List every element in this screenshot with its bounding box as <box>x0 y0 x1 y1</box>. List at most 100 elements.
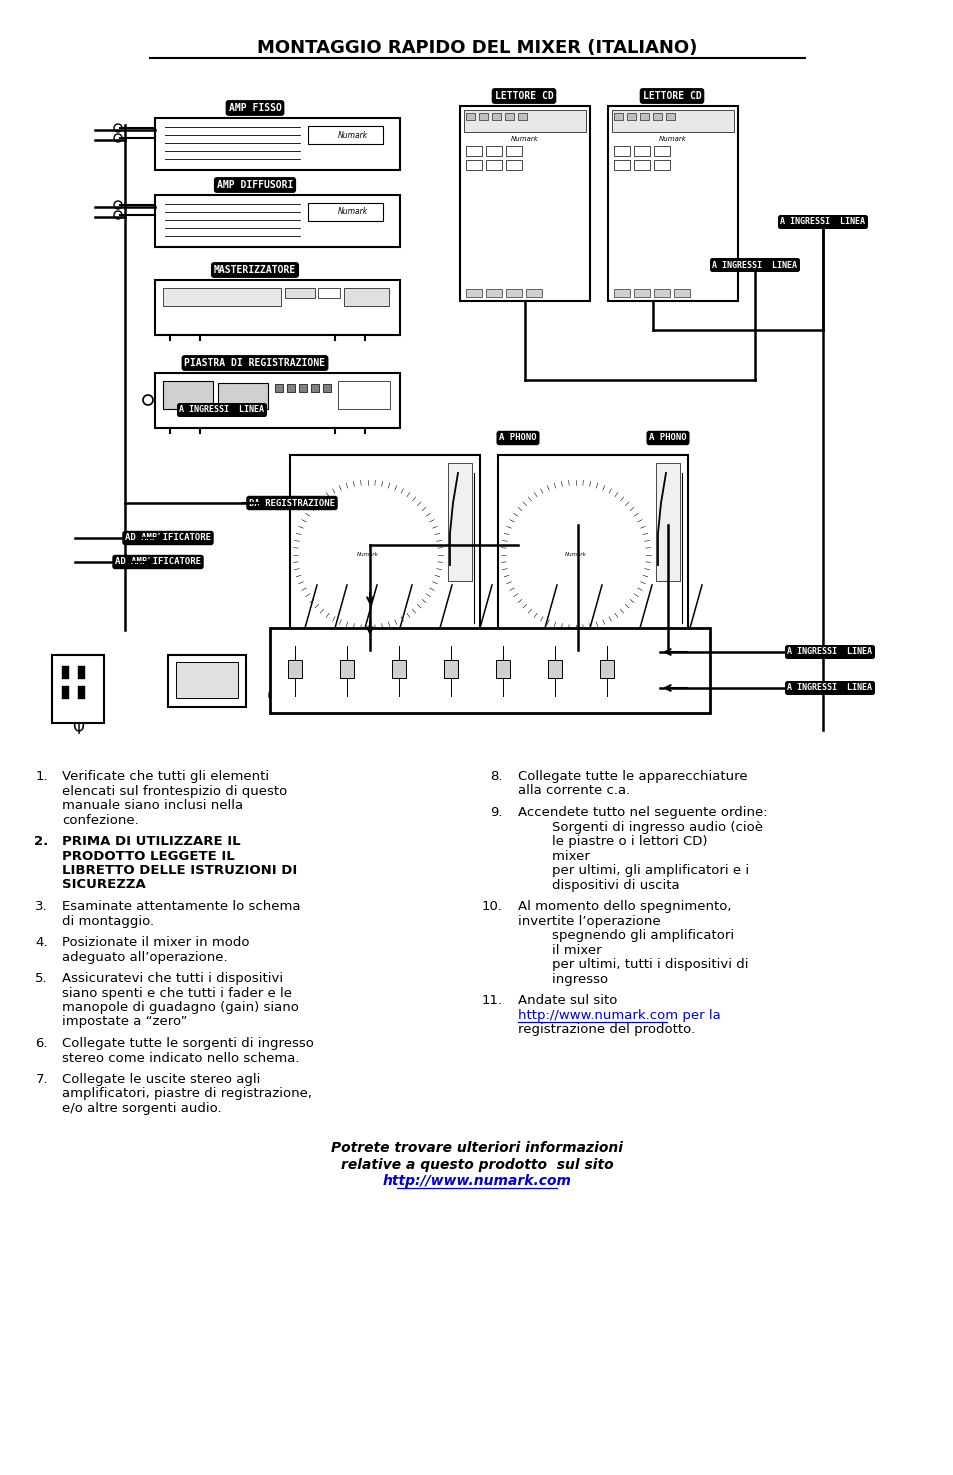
Text: 5.: 5. <box>35 972 48 985</box>
Bar <box>308 125 382 145</box>
Circle shape <box>364 633 374 643</box>
Bar <box>463 111 585 131</box>
Bar <box>290 454 479 650</box>
Text: 4.: 4. <box>35 937 48 948</box>
Bar <box>344 288 389 305</box>
Bar <box>634 146 649 156</box>
Bar <box>317 637 335 645</box>
Text: Accendete tutto nel seguente ordine:: Accendete tutto nel seguente ordine: <box>517 805 767 819</box>
Text: Numark: Numark <box>511 136 538 142</box>
Bar <box>547 637 565 645</box>
Text: ingresso: ingresso <box>517 972 607 985</box>
Circle shape <box>616 633 625 643</box>
Text: AD AMPLIFICATORE: AD AMPLIFICATORE <box>115 558 201 566</box>
Bar <box>505 159 521 170</box>
Circle shape <box>350 690 357 699</box>
Bar <box>311 384 318 392</box>
Bar <box>525 637 543 645</box>
Bar <box>517 114 526 119</box>
Bar <box>317 288 339 298</box>
Bar <box>154 195 399 246</box>
Bar <box>639 114 648 119</box>
Circle shape <box>280 633 290 643</box>
Text: Esaminate attentamente lo schema: Esaminate attentamente lo schema <box>62 900 300 913</box>
Circle shape <box>314 137 329 150</box>
Circle shape <box>345 686 363 704</box>
Bar <box>218 384 268 409</box>
Circle shape <box>539 690 547 699</box>
Text: AMP FISSO: AMP FISSO <box>229 103 281 114</box>
Circle shape <box>274 690 282 699</box>
Bar <box>459 106 589 301</box>
Bar <box>361 637 379 645</box>
Text: MASTERIZZATORE: MASTERIZZATORE <box>213 266 295 274</box>
Bar <box>270 628 709 712</box>
Circle shape <box>420 686 438 704</box>
Bar <box>654 146 669 156</box>
Bar <box>448 463 472 581</box>
Circle shape <box>633 195 712 274</box>
Bar <box>274 384 283 392</box>
Circle shape <box>269 686 287 704</box>
Text: 1.: 1. <box>35 770 48 783</box>
Circle shape <box>448 633 457 643</box>
Bar <box>465 289 481 296</box>
Bar <box>337 381 390 409</box>
Bar <box>656 463 679 581</box>
Text: amplificatori, piastre di registrazione,: amplificatori, piastre di registrazione, <box>62 1087 312 1100</box>
Circle shape <box>113 211 122 218</box>
Text: adeguato all’operazione.: adeguato all’operazione. <box>62 950 228 963</box>
Text: Assicuratevi che tutti i dispositivi: Assicuratevi che tutti i dispositivi <box>62 972 283 985</box>
Text: 8.: 8. <box>490 770 502 783</box>
Text: elencati sul frontespizio di questo: elencati sul frontespizio di questo <box>62 785 287 798</box>
Bar <box>62 667 69 678</box>
Circle shape <box>501 690 510 699</box>
Bar <box>607 106 738 301</box>
Text: manopole di guadagno (gain) siano: manopole di guadagno (gain) siano <box>62 1002 298 1013</box>
Circle shape <box>666 229 679 240</box>
Text: dispositivi di uscita: dispositivi di uscita <box>517 879 679 891</box>
Text: Collegate tutte le apparecchiature: Collegate tutte le apparecchiature <box>517 770 747 783</box>
Text: LIBRETTO DELLE ISTRUZIONI DI: LIBRETTO DELLE ISTRUZIONI DI <box>62 864 297 878</box>
Circle shape <box>113 134 122 142</box>
Bar <box>323 384 331 392</box>
Bar <box>52 655 104 723</box>
Bar <box>154 280 399 335</box>
Text: Verificate che tutti gli elementi: Verificate che tutti gli elementi <box>62 770 269 783</box>
Circle shape <box>518 229 531 240</box>
Text: 11.: 11. <box>481 994 502 1007</box>
Bar <box>163 288 281 305</box>
Text: MONTAGGIO RAPIDO DEL MIXER (ITALIANO): MONTAGGIO RAPIDO DEL MIXER (ITALIANO) <box>256 38 697 58</box>
Bar <box>154 373 399 428</box>
Bar <box>634 289 649 296</box>
Bar <box>654 159 669 170</box>
Bar <box>168 655 246 707</box>
Text: A INGRESSI  LINEA: A INGRESSI LINEA <box>780 217 864 227</box>
Circle shape <box>322 633 332 643</box>
Text: per ultimi, tutti i dispositivi di: per ultimi, tutti i dispositivi di <box>517 957 748 971</box>
Bar <box>175 662 237 698</box>
Text: siano spenti e che tutti i fader e le: siano spenti e che tutti i fader e le <box>62 987 292 1000</box>
Bar <box>295 637 314 645</box>
Bar <box>392 659 406 679</box>
Circle shape <box>554 532 598 577</box>
Text: il mixer: il mixer <box>517 944 601 956</box>
Text: 6.: 6. <box>35 1037 48 1050</box>
Circle shape <box>573 552 578 558</box>
Circle shape <box>484 195 564 274</box>
Circle shape <box>314 214 329 229</box>
Text: Al momento dello spegnimento,: Al momento dello spegnimento, <box>517 900 731 913</box>
Circle shape <box>497 686 515 704</box>
Bar <box>465 114 475 119</box>
Bar <box>78 686 85 699</box>
Bar <box>485 159 501 170</box>
Bar <box>665 114 675 119</box>
Text: Potrete trovare ulteriori informazioni: Potrete trovare ulteriori informazioni <box>331 1142 622 1155</box>
Bar <box>497 454 687 650</box>
Bar <box>504 114 514 119</box>
Text: AD AMPLIFICATORE: AD AMPLIFICATORE <box>125 534 211 543</box>
Text: Posizionate il mixer in modo: Posizionate il mixer in modo <box>62 937 250 948</box>
Bar <box>288 659 302 679</box>
Text: LETTORE CD: LETTORE CD <box>494 91 553 100</box>
Bar <box>485 146 501 156</box>
